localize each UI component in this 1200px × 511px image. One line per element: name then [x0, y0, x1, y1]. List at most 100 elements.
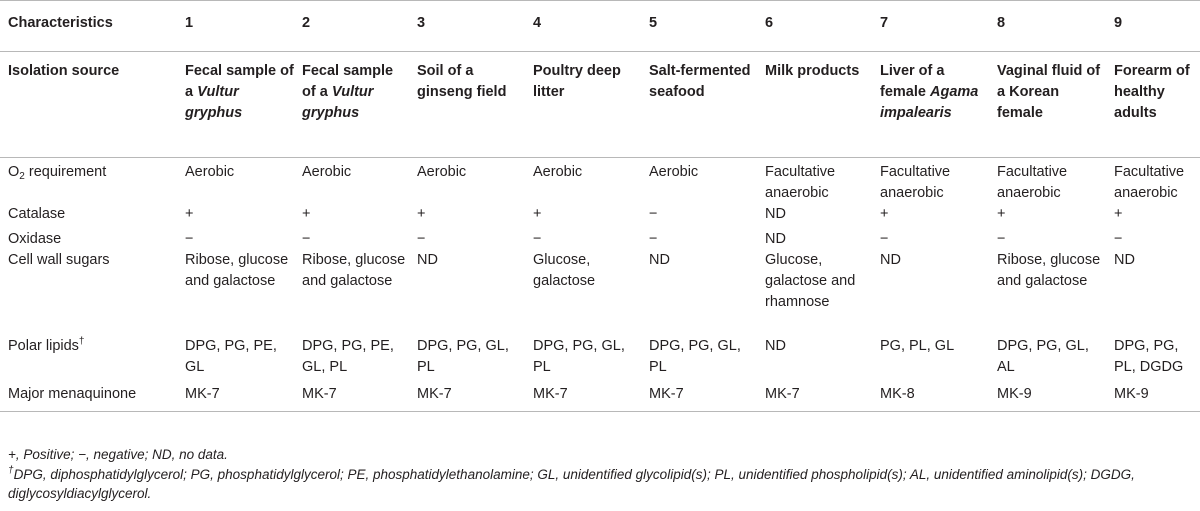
footnote-text: DPG, diphosphatidylglycerol; PG, phospha… — [8, 466, 1135, 502]
row-label: Cell wall sugars — [8, 252, 110, 268]
table-cell: Fecal sample of a Vultur gryphus — [294, 52, 409, 158]
header-col-6: 6 — [757, 0, 872, 52]
table-cell: DPG, PG, GL, PL — [533, 338, 625, 375]
table-cell: Glucose, galactose — [533, 252, 596, 289]
characteristics-table: Characteristics 1 2 3 4 5 6 7 8 9 Isolat… — [0, 0, 1200, 412]
table-cell: ND — [880, 252, 901, 268]
table-cell: ND — [765, 206, 786, 222]
table-cell: Fecal sample of a Vultur gryphus — [177, 52, 294, 158]
row-label: Oxidase — [8, 231, 62, 247]
table-cell: DPG, PG, PL, DGDG — [1114, 338, 1184, 375]
table-cell: Forearm of healthy adults — [1114, 63, 1190, 121]
o2-requirement-row: O2 requirement Aerobic Aerobic Aerobic A… — [0, 157, 1200, 204]
header-col-7: 7 — [872, 0, 989, 52]
polar-lipids-row: Polar lipids† DPG, PG, PE, GL DPG, PG, P… — [0, 336, 1200, 384]
table-cell: + — [417, 206, 426, 222]
table-cell: Soil of a ginseng field — [417, 63, 507, 100]
table-cell: MK-7 — [757, 384, 872, 412]
table-cell: − — [417, 231, 426, 247]
header-characteristics: Characteristics — [0, 0, 177, 52]
table-cell: + — [302, 206, 311, 222]
cell-italic-text: Agama impalearis — [880, 84, 979, 121]
cell-text: Fecal sample of a — [185, 63, 294, 100]
label-text: Polar lipids — [8, 338, 79, 354]
header-col-4: 4 — [525, 0, 641, 52]
table-cell: MK-7 — [294, 384, 409, 412]
row-label: Polar lipids† — [0, 336, 177, 384]
table-footnotes: +, Positive; −, negative; ND, no data. †… — [8, 445, 1193, 504]
table-cell: MK-9 — [989, 384, 1106, 412]
isolation-source-row: Isolation source Fecal sample of a Vultu… — [0, 52, 1200, 158]
row-label: Catalase — [8, 206, 66, 222]
table-cell: ND — [417, 252, 438, 268]
table-cell: Facultative anaerobic — [1106, 157, 1200, 204]
table-cell: ND — [765, 338, 786, 354]
table-cell: Aerobic — [641, 157, 757, 204]
table-cell: Facultative anaerobic — [872, 157, 989, 204]
table-cell: + — [880, 206, 889, 222]
table-cell: − — [185, 231, 194, 247]
footnote-polar-lipids: †DPG, diphosphatidylglycerol; PG, phosph… — [8, 465, 1193, 504]
table-cell: Milk products — [765, 63, 860, 79]
header-col-2: 2 — [294, 0, 409, 52]
table-cell: − — [302, 231, 311, 247]
table-cell: Facultative anaerobic — [757, 157, 872, 204]
cell-italic-text: Vultur gryphus — [302, 84, 374, 121]
table-cell: Aerobic — [525, 157, 641, 204]
cell-text: Liver of a female — [880, 63, 945, 100]
table-cell: Vaginal fluid of a Korean female — [997, 63, 1101, 121]
table-cell: DPG, PG, GL, PL — [417, 338, 509, 375]
table-cell: ND — [1114, 252, 1135, 268]
header-col-9: 9 — [1106, 0, 1200, 52]
label-text: O — [8, 164, 20, 180]
header-row: Characteristics 1 2 3 4 5 6 7 8 9 — [0, 0, 1200, 52]
table-cell: DPG, PG, PE, GL, PL — [302, 338, 394, 375]
table-cell: Aerobic — [177, 157, 294, 204]
header-col-3: 3 — [409, 0, 525, 52]
table-cell: ND — [765, 231, 786, 247]
table-cell: Aerobic — [294, 157, 409, 204]
table-cell: + — [185, 206, 194, 222]
table-cell: Ribose, glucose and galactose — [185, 252, 289, 289]
header-col-1: 1 — [177, 0, 294, 52]
table-cell: − — [649, 206, 658, 222]
table-cell: − — [880, 231, 889, 247]
table-cell: MK-8 — [872, 384, 989, 412]
table-cell: PG, PL, GL — [880, 338, 955, 354]
table-cell: Glucose, galactose and rhamnose — [765, 252, 856, 310]
table-cell: Poultry deep litter — [533, 63, 621, 100]
table-cell: Salt-fermented seafood — [649, 63, 751, 100]
table-cell: − — [997, 231, 1006, 247]
label-text: requirement — [24, 164, 107, 180]
menaquinone-row: Major menaquinone MK-7 MK-7 MK-7 MK-7 MK… — [0, 384, 1200, 412]
label-subscript: 2 — [19, 171, 25, 182]
row-label: Isolation source — [8, 63, 120, 79]
table-cell: Liver of a female Agama impalearis — [872, 52, 989, 158]
header-col-8: 8 — [989, 0, 1106, 52]
cell-italic-text: Vultur gryphus — [185, 84, 243, 121]
table-cell: DPG, PG, PE, GL — [185, 338, 277, 375]
footnote-abbreviations: +, Positive; −, negative; ND, no data. — [8, 447, 228, 462]
oxidase-row: Oxidase − − − − − ND − − − — [0, 229, 1200, 250]
table-cell: DPG, PG, GL, PL — [649, 338, 741, 375]
table-cell: MK-7 — [525, 384, 641, 412]
row-label: O2 requirement — [0, 157, 177, 204]
table-cell: MK-7 — [641, 384, 757, 412]
dagger-mark: † — [8, 464, 14, 476]
cell-wall-sugars-row: Cell wall sugars Ribose, glucose and gal… — [0, 250, 1200, 336]
dagger-mark: † — [78, 336, 85, 347]
table-cell: ND — [649, 252, 670, 268]
table-cell: − — [533, 231, 542, 247]
cell-text: Fecal sample of a — [302, 63, 394, 100]
catalase-row: Catalase + + + + − ND + + + — [0, 204, 1200, 229]
table-cell: + — [997, 206, 1006, 222]
table-cell: MK-9 — [1106, 384, 1200, 412]
row-label: Major menaquinone — [0, 384, 177, 412]
table-cell: MK-7 — [177, 384, 294, 412]
table-cell: + — [1114, 206, 1123, 222]
table-cell: Facultative anaerobic — [989, 157, 1106, 204]
table-cell: − — [1114, 231, 1123, 247]
table-cell: MK-7 — [409, 384, 525, 412]
table-cell: + — [533, 206, 542, 222]
